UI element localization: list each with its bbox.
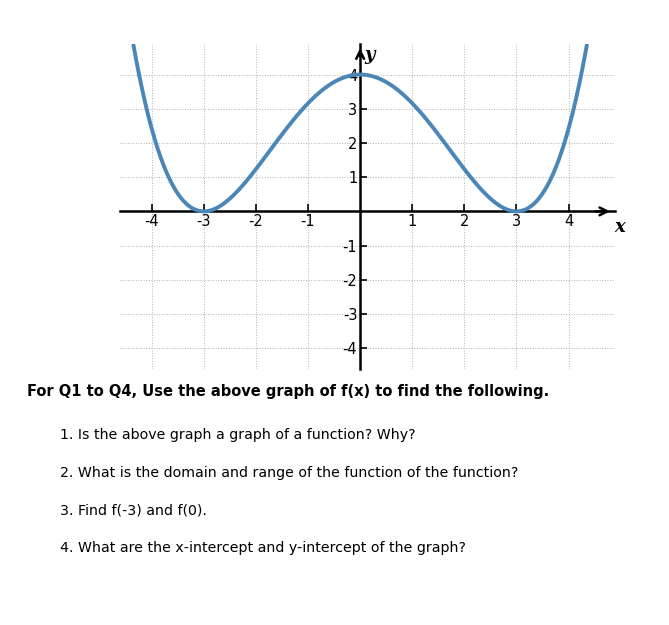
Text: y: y [364,46,375,64]
Text: 4. What are the x-intercept and y-intercept of the graph?: 4. What are the x-intercept and y-interc… [60,541,466,554]
Text: 1. Is the above graph a graph of a function? Why?: 1. Is the above graph a graph of a funct… [60,428,416,442]
Text: x: x [614,217,626,236]
Text: For Q1 to Q4, Use the above graph of f(x) to find the following.: For Q1 to Q4, Use the above graph of f(x… [27,384,549,399]
Text: 2. What is the domain and range of the function of the function?: 2. What is the domain and range of the f… [60,466,518,479]
Text: 3. Find f(-3) and f(0).: 3. Find f(-3) and f(0). [60,503,207,517]
